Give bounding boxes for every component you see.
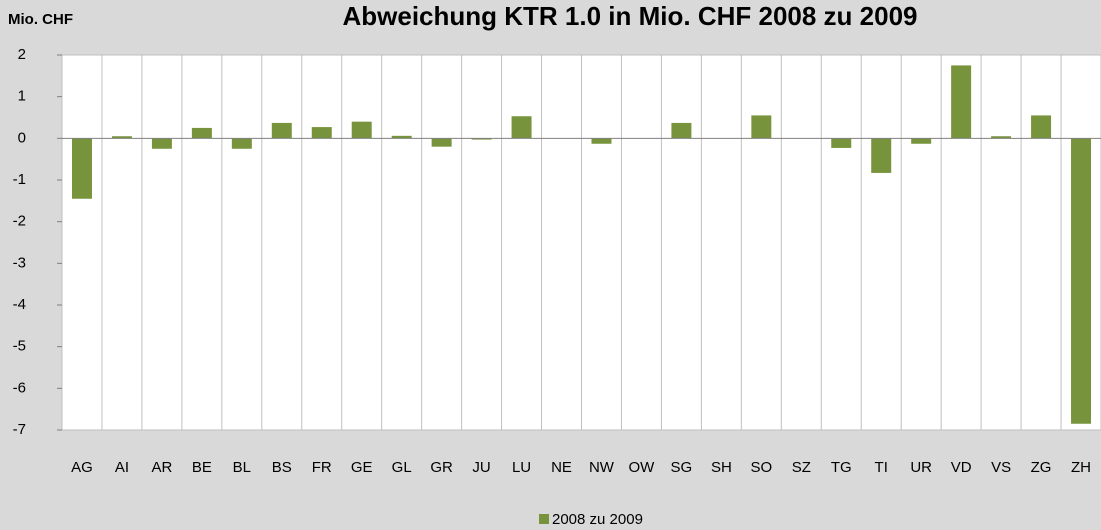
y-tick-label: 0 [18,129,26,146]
x-tick-label: AI [115,459,129,476]
bar [271,122,292,139]
y-tick-label: -4 [13,296,26,313]
chart-title: Abweichung KTR 1.0 in Mio. CHF 2008 zu 2… [342,1,917,31]
x-tick-label: SO [750,459,772,476]
bar [1031,115,1052,139]
bar [591,138,612,144]
y-tick-label: -2 [13,213,26,230]
x-tick-label: NE [551,459,572,476]
x-tick-label: FR [312,459,332,476]
bar [871,138,892,173]
x-tick-label: ZH [1071,459,1091,476]
bar [311,127,332,139]
bar [431,138,452,147]
bar [231,138,252,149]
bar [911,138,932,144]
x-tick-label: AG [71,459,93,476]
x-tick-label: OW [629,459,656,476]
bar [191,127,212,139]
x-tick-label: JU [472,459,490,476]
y-tick-label: -7 [13,421,26,438]
bar [151,138,172,149]
x-tick-label: TG [831,459,852,476]
bar [391,135,412,139]
x-tick-label: SH [711,459,732,476]
x-tick-label: UR [910,459,932,476]
bar [351,121,372,139]
bar [71,138,92,199]
bar [1071,138,1092,424]
x-tick-label: VS [991,459,1011,476]
x-tick-label: SG [671,459,693,476]
x-tick-label: GE [351,459,373,476]
bar [831,138,852,148]
y-tick-label: -5 [13,338,26,355]
y-tick-label: 2 [18,46,26,63]
x-tick-label: GR [430,459,453,476]
x-tick-label: VD [951,459,972,476]
x-tick-label: BL [233,459,251,476]
x-tick-label: NW [589,459,615,476]
x-tick-label: LU [512,459,531,476]
x-tick-label: GL [392,459,412,476]
x-tick-label: TI [875,459,888,476]
bar [671,122,692,139]
y-tick-label: -3 [13,254,26,271]
legend-label: 2008 zu 2009 [552,511,643,528]
y-tick-label: -6 [13,379,26,396]
bar [951,65,972,139]
x-tick-label: BS [272,459,292,476]
x-tick-label: AR [151,459,172,476]
bar [751,115,772,139]
bar [511,116,532,139]
bar [471,138,492,140]
x-tick-label: SZ [792,459,811,476]
x-tick-label: BE [192,459,212,476]
legend-swatch [539,514,549,524]
bar [111,136,132,139]
x-tick-label: ZG [1031,459,1052,476]
bar [991,136,1012,139]
y-axis-label: Mio. CHF [8,11,73,28]
y-tick-label: 1 [18,88,26,105]
y-tick-label: -1 [13,171,26,188]
